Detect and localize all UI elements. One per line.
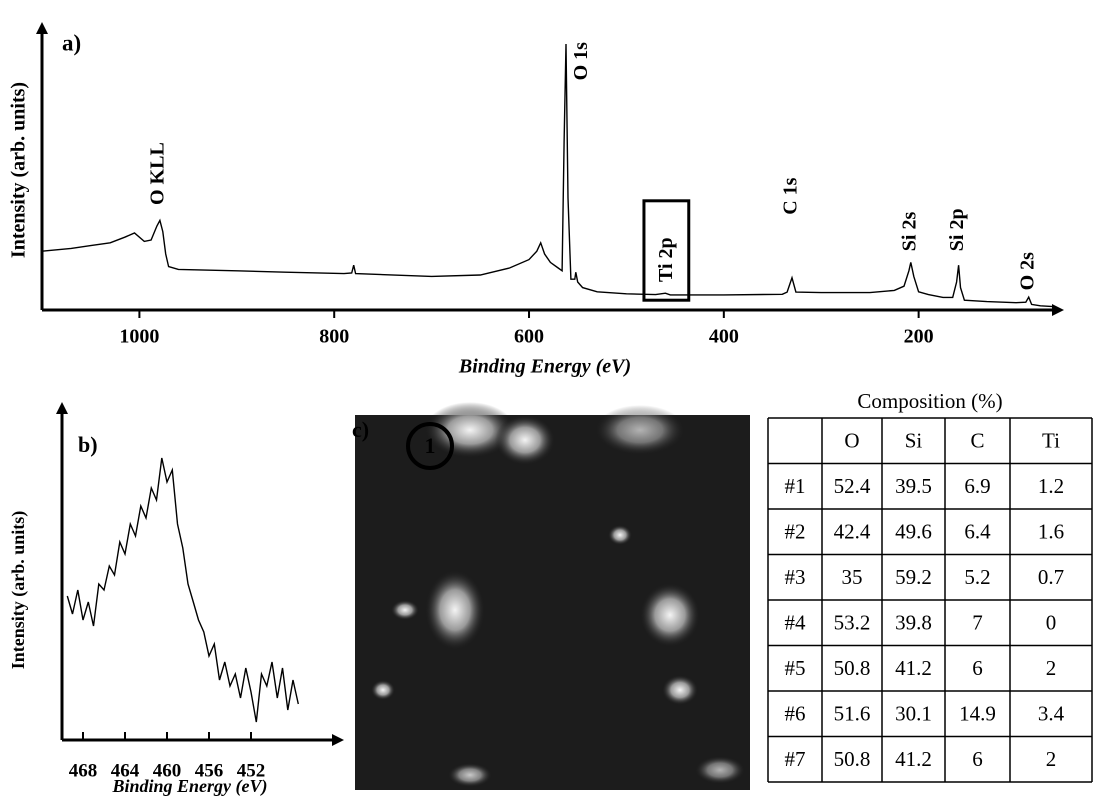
peak-label: C 1s bbox=[780, 177, 802, 214]
row-header: #5 bbox=[785, 656, 806, 680]
table-cell: 6 bbox=[972, 747, 983, 771]
panel-label: c) bbox=[352, 417, 369, 442]
bright-spot bbox=[448, 763, 492, 787]
table-cell: 51.6 bbox=[834, 702, 871, 726]
x-tick-label: 1000 bbox=[119, 326, 159, 348]
table-cell: 1.6 bbox=[1038, 520, 1064, 544]
x-tick-label: 800 bbox=[319, 326, 349, 348]
bright-spot bbox=[608, 525, 632, 545]
x-axis-label: Binding Energy (eV) bbox=[111, 776, 267, 797]
peak-label: Si 2s bbox=[898, 212, 920, 252]
row-header: #4 bbox=[785, 611, 807, 635]
table-cell: 50.8 bbox=[834, 747, 871, 771]
x-tick-label: 600 bbox=[514, 326, 544, 348]
site-marker bbox=[406, 422, 454, 470]
table-cell: 59.2 bbox=[895, 565, 932, 589]
table-cell: 49.6 bbox=[895, 520, 932, 544]
row-header: #6 bbox=[785, 702, 806, 726]
bright-spot bbox=[662, 675, 698, 705]
y-axis-arrow bbox=[56, 402, 68, 414]
y-axis-label: Intensity (arb. units) bbox=[8, 511, 29, 670]
row-header: #1 bbox=[785, 474, 806, 498]
spectrum-line bbox=[41, 43, 1054, 308]
table-cell: 41.2 bbox=[895, 656, 932, 680]
table-cell: 7 bbox=[972, 611, 983, 635]
composition-table: Composition (%) O Si C Ti #1 52.4 39.5 6.9 1.2 #2… bbox=[767, 389, 1093, 783]
column-header: C bbox=[970, 429, 984, 453]
table-cell: 3.4 bbox=[1038, 702, 1065, 726]
table-cell: 52.4 bbox=[834, 474, 871, 498]
table-cell: 0.7 bbox=[1038, 565, 1064, 589]
bright-spot bbox=[371, 680, 395, 700]
table-title: Composition (%) bbox=[857, 389, 1002, 413]
y-axis-arrow bbox=[36, 22, 48, 34]
bright-spot bbox=[695, 756, 745, 784]
table-cell: 41.2 bbox=[895, 747, 932, 771]
peak-label: O KLL bbox=[146, 142, 168, 205]
row-header: #7 bbox=[785, 747, 806, 771]
table-cell: 39.8 bbox=[895, 611, 932, 635]
peak-label: Si 2p bbox=[946, 208, 968, 251]
table-cell: 14.9 bbox=[959, 702, 996, 726]
x-tick-label: 400 bbox=[709, 326, 739, 348]
x-tick-label: 464 bbox=[111, 760, 140, 781]
table-cell: 2 bbox=[1046, 656, 1057, 680]
bright-spot bbox=[425, 402, 515, 458]
x-tick-label: 452 bbox=[237, 760, 266, 781]
bright-spot bbox=[595, 405, 685, 455]
table-cell: 50.8 bbox=[834, 656, 871, 680]
bright-spot bbox=[495, 415, 555, 465]
y-axis-label: Intensity (arb. units) bbox=[8, 82, 30, 258]
x-tick-label: 456 bbox=[195, 760, 224, 781]
table-cell: 35 bbox=[842, 565, 863, 589]
peak-label: Ti 2p bbox=[655, 237, 677, 282]
bright-spot bbox=[391, 600, 419, 620]
row-header: #3 bbox=[785, 565, 806, 589]
table-cell: 39.5 bbox=[895, 474, 932, 498]
bright-spot bbox=[640, 583, 700, 647]
micrograph: 1 c) bbox=[352, 402, 750, 790]
table-cell: 53.2 bbox=[834, 611, 871, 635]
table-cell: 2 bbox=[1046, 747, 1057, 771]
table-cell: 30.1 bbox=[895, 702, 932, 726]
x-tick-label: 200 bbox=[904, 326, 934, 348]
x-axis-arrow bbox=[1052, 304, 1064, 316]
x-tick-label: 460 bbox=[153, 760, 182, 781]
panel-label: a) bbox=[62, 30, 81, 55]
column-header: O bbox=[844, 429, 859, 453]
column-header: Ti bbox=[1042, 429, 1060, 453]
table-cell: 5.2 bbox=[964, 565, 990, 589]
spectrum-line bbox=[66, 457, 299, 723]
peak-label: O 2s bbox=[1016, 252, 1038, 291]
column-header: Si bbox=[905, 429, 923, 453]
peak-label: O 1s bbox=[570, 42, 592, 81]
highlight-box bbox=[642, 199, 691, 302]
table-cell: 6.4 bbox=[964, 520, 991, 544]
table-cell: 0 bbox=[1046, 611, 1057, 635]
site-marker-label: 1 bbox=[425, 433, 436, 458]
table-cell: 6 bbox=[972, 656, 983, 680]
table-cell: 42.4 bbox=[834, 520, 871, 544]
table-cell: 1.2 bbox=[1038, 474, 1064, 498]
x-axis-arrow bbox=[332, 734, 344, 746]
bright-spot bbox=[425, 570, 485, 650]
row-header: #2 bbox=[785, 520, 806, 544]
panel-label: b) bbox=[78, 432, 98, 457]
table-cell: 6.9 bbox=[964, 474, 990, 498]
x-tick-label: 468 bbox=[69, 760, 98, 781]
x-axis-label: Binding Energy (eV) bbox=[458, 356, 631, 378]
